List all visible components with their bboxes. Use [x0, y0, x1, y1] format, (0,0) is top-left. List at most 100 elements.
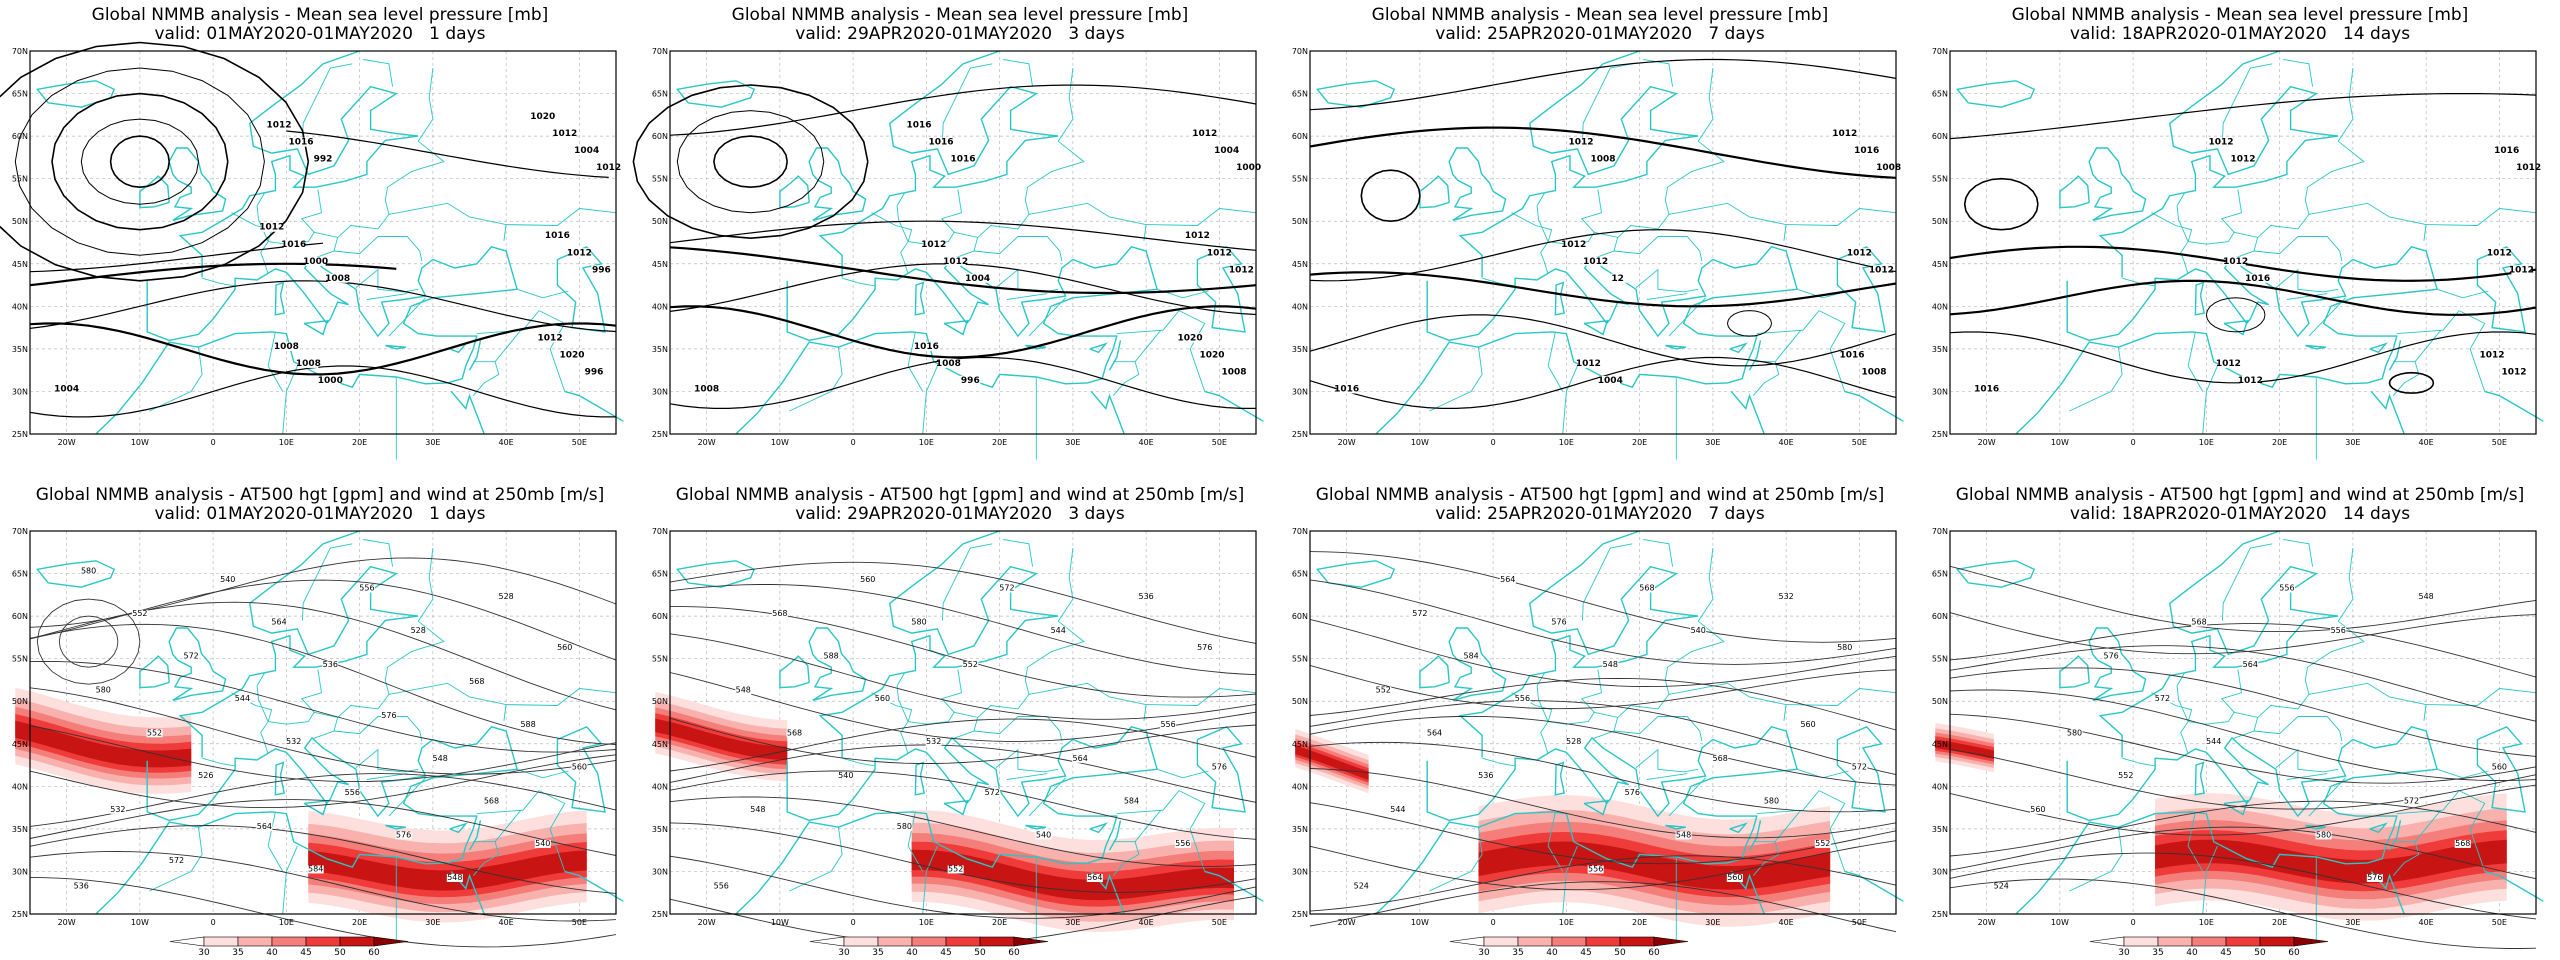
lon-tick-label: 20W: [698, 438, 716, 447]
map-frame: [1309, 50, 1897, 435]
lat-tick-label: 40N: [652, 302, 668, 311]
lat-tick-label: 65N: [1932, 90, 1948, 99]
colorbar-segment: [2293, 936, 2329, 947]
wind-colorbar: 30 35 40 45 50 60: [169, 936, 409, 957]
lat-tick-label: 40N: [1932, 782, 1948, 791]
isobar-labels: 1016 1016 1012 1012 1012 1012 1012 1012 1016 1012…: [1974, 137, 2541, 394]
colorbar-tick-label: 60: [1008, 948, 1020, 957]
isobar-label: 1020: [560, 350, 585, 360]
height-label: 576: [396, 830, 411, 839]
isobar-labels: 1016 12 1008 1004 1012 1008 1008 1012 1016 1012 10…: [1334, 129, 1901, 394]
lat-tick-label: 60N: [1292, 612, 1308, 621]
isobar-label: 12: [1611, 274, 1624, 284]
lon-tick-label: 30E: [1705, 918, 1720, 927]
lon-tick-label: 20E: [992, 918, 1007, 927]
mslp-map: 1016 1016 1012 1012 1012 1012 1012 1012 1016 1012…: [1932, 47, 2544, 460]
lat-tick-label: 40N: [1932, 302, 1948, 311]
height-label: 568: [1713, 754, 1728, 763]
lat-tick-label: 60N: [12, 612, 28, 621]
lat-tick-label: 40N: [1292, 302, 1308, 311]
isobar-label: 1012: [552, 129, 577, 139]
lon-tick-label: 10W: [2051, 438, 2069, 447]
isobar-label: 1004: [1598, 376, 1623, 386]
height-contours: [1309, 551, 1897, 933]
lat-tick-label: 60N: [1932, 612, 1948, 621]
height-label: 580: [96, 686, 111, 695]
isobar-label: 1004: [965, 274, 990, 284]
lat-tick-label: 60N: [1932, 132, 1948, 141]
lon-tick-label: 30E: [2345, 438, 2360, 447]
coastlines: [36, 530, 624, 915]
isobar-label: 1016: [914, 342, 939, 352]
panel-mslp-1d: Global NMMB analysis - Mean sea level pr…: [0, 0, 640, 480]
height-label: 556: [714, 881, 729, 890]
wind-shading: [1295, 729, 1369, 794]
panel-z500-7d: Global NMMB analysis - AT500 hgt [gpm] a…: [1280, 480, 1920, 960]
lon-tick-label: 20W: [1338, 918, 1356, 927]
panel-subtitle: valid: 25APR2020-01MAY2020 7 days: [1435, 24, 1765, 44]
height-label: 552: [1815, 839, 1830, 848]
isobar-label: 1016: [288, 138, 313, 148]
lat-tick-label: 30N: [1932, 387, 1948, 396]
height-label: 564: [1073, 754, 1088, 763]
colorbar-segment: [945, 936, 981, 947]
lat-tick-label: 25N: [652, 910, 668, 919]
lon-tick-label: 10W: [1411, 438, 1429, 447]
isobars: [632, 84, 1257, 409]
lat-tick-label: 25N: [1932, 430, 1948, 439]
height-label: 532: [926, 737, 941, 746]
colorbar-tick-label: 30: [1478, 948, 1490, 957]
height-label: 556: [359, 584, 374, 593]
wind-colorbar: 30 35 40 45 50 60: [1449, 936, 1689, 957]
wind-shading: [308, 810, 587, 923]
height-label: 576: [2104, 652, 2119, 661]
z500-wind-map: 524 544 548 552 556 560 564 568 572 576 580 556 560 5…: [1932, 527, 2544, 949]
lon-tick-label: 10W: [2051, 918, 2069, 927]
panel-title: Global NMMB analysis - AT500 hgt [gpm] a…: [1315, 485, 1885, 505]
mslp-map: 1016 12 1008 1004 1012 1008 1008 1012 1016 1012 10…: [1292, 47, 1904, 460]
height-label: 588: [520, 720, 535, 729]
wind-shading: [655, 692, 788, 782]
lon-tick-label: 20E: [1632, 438, 1647, 447]
panel-title: Global NMMB analysis - AT500 hgt [gpm] a…: [675, 485, 1245, 505]
isobar-label: 1008: [936, 359, 961, 369]
height-label: 544: [2206, 737, 2221, 746]
borders: [789, 59, 1257, 460]
colorbar-tick-label: 35: [2152, 948, 2163, 957]
isobar-label: 1020: [1178, 333, 1203, 343]
lat-tick-label: 35N: [12, 345, 28, 354]
height-label: 548: [736, 686, 751, 695]
colorbar-segment: [1013, 936, 1049, 947]
lat-tick-label: 25N: [1292, 430, 1308, 439]
lat-tick-label: 60N: [1292, 132, 1308, 141]
z500-wind-map: 556 532 536 540 544 548 552 556 560 564 568 572 576 5…: [652, 527, 1264, 945]
lat-tick-label: 30N: [652, 387, 668, 396]
lat-tick-label: 35N: [12, 825, 28, 834]
map-frame: [29, 50, 617, 435]
lat-tick-label: 45N: [12, 260, 28, 269]
lon-tick-label: 20E: [2272, 438, 2287, 447]
height-label: 568: [469, 677, 484, 686]
panel-subtitle: valid: 18APR2020-01MAY2020 14 days: [2069, 504, 2411, 524]
height-contours: [29, 557, 617, 948]
panel-mslp-14d: Global NMMB analysis - Mean sea level pr…: [1920, 0, 2560, 480]
map-frame: [669, 530, 1257, 915]
height-label: 536: [323, 660, 338, 669]
colorbar-segment: [809, 936, 845, 947]
height-label: 524: [1354, 881, 1369, 890]
height-label: 568: [772, 609, 787, 618]
lon-tick-label: 10W: [131, 438, 149, 447]
lat-tick-label: 55N: [1932, 175, 1948, 184]
height-label: 548: [1603, 660, 1618, 669]
isobar-label: 996: [585, 367, 604, 377]
coastlines: [1316, 530, 1904, 915]
lon-tick-label: 40E: [499, 918, 514, 927]
colorbar-segment: [2123, 936, 2159, 947]
lon-tick-label: 10E: [1559, 918, 1574, 927]
isobar-label: 1008: [1590, 155, 1615, 165]
lat-tick-label: 25N: [1932, 910, 1948, 919]
height-label: 572: [2155, 694, 2170, 703]
colorbar-tick-label: 40: [2186, 948, 2198, 957]
height-contours: [1949, 565, 2537, 949]
height-label: 572: [169, 856, 184, 865]
